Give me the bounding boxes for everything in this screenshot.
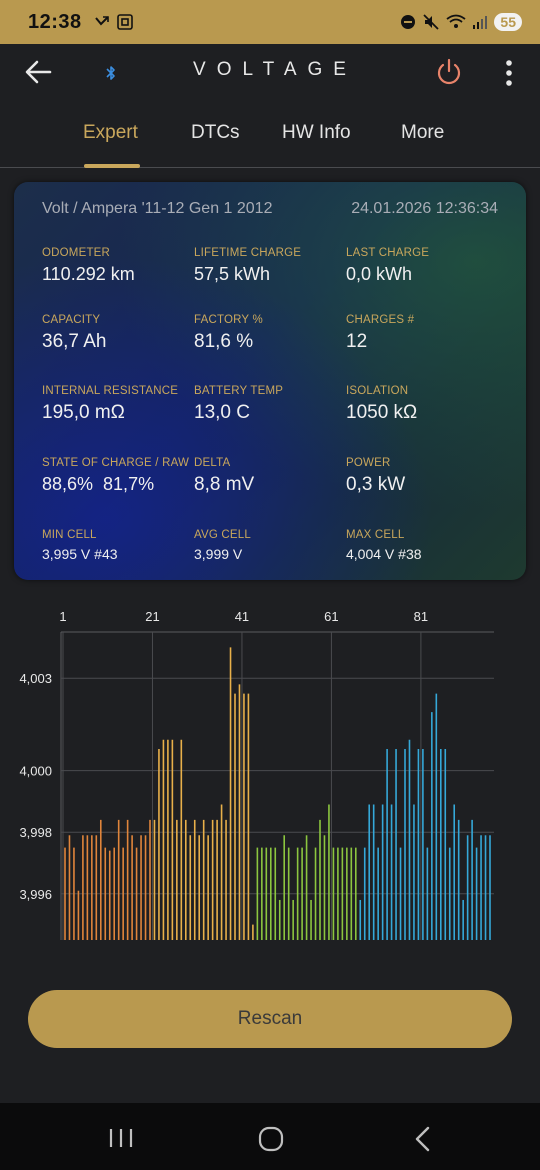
metric-state-of-charge: STATE OF CHARGE / RAW 88,6% 81,7% (42, 457, 192, 495)
tab-active-indicator (84, 164, 140, 168)
back-arrow-icon[interactable] (22, 56, 54, 88)
metric-power: POWER 0,3 kW (346, 457, 496, 496)
battery-info-card: Volt / Ampera '11-12 Gen 1 2012 24.01.20… (14, 182, 526, 580)
status-bar: 12:38 55 (0, 0, 540, 44)
mute-icon (423, 14, 440, 30)
cell-voltage-chart: 4,003 4,000 3,998 3,996 1 21 41 61 81 (19, 609, 494, 940)
metric-value: 3,999 V (194, 546, 243, 562)
metric-factory-percent: FACTORY % 81,6 % (194, 314, 344, 353)
scan-timestamp: 24.01.2026 12:36:34 (351, 200, 498, 217)
x-tick-label: 21 (145, 609, 159, 624)
metric-label: DELTA (194, 457, 231, 469)
metric-label: CHARGES # (346, 314, 415, 326)
metric-internal-resistance: INTERNAL RESISTANCE 195,0 mΩ (42, 385, 192, 424)
battery-badge: 55 (494, 13, 522, 31)
metric-min-cell: MIN CELL 3,995 V #43 (42, 529, 192, 562)
metric-label: STATE OF CHARGE / RAW (42, 457, 190, 469)
metric-label: INTERNAL RESISTANCE (42, 385, 179, 397)
metric-delta: DELTA 8,8 mV (194, 457, 344, 496)
tab-bar: Expert DTCs HW Info More (0, 110, 540, 168)
app-bar: VOLTAGE (0, 44, 540, 100)
y-tick-label: 3,998 (19, 825, 52, 840)
dnd-icon (401, 15, 416, 29)
x-tick-label: 1 (59, 609, 66, 624)
tab-dtcs[interactable]: DTCs (191, 122, 240, 143)
screenshot-icon (116, 14, 133, 30)
metric-isolation: ISOLATION 1050 kΩ (346, 385, 496, 424)
y-tick-label: 3,996 (19, 887, 52, 902)
tab-expert[interactable]: Expert (83, 122, 138, 143)
metric-last-charge: LAST CHARGE 0,0 kWh (346, 247, 496, 285)
overflow-menu-icon[interactable] (500, 58, 518, 88)
metric-value: 195,0 mΩ (42, 402, 125, 423)
back-icon[interactable] (412, 1126, 434, 1152)
x-tick-label: 81 (414, 609, 428, 624)
recents-icon[interactable] (108, 1127, 134, 1149)
metric-value: 0,3 kW (346, 474, 406, 495)
metric-value: 12 (346, 331, 368, 352)
metric-label: CAPACITY (42, 314, 101, 326)
metric-label: MAX CELL (346, 529, 405, 541)
metric-value: 88,6% 81,7% (42, 474, 155, 494)
bluetooth-icon (106, 66, 115, 80)
vehicle-model: Volt / Ampera '11-12 Gen 1 2012 (42, 200, 273, 217)
metric-value: 4,004 V #38 (346, 546, 422, 562)
app-title: VOLTAGE (193, 59, 357, 80)
metric-label: POWER (346, 457, 391, 469)
system-nav-bar (0, 1103, 540, 1170)
metric-charges-count: CHARGES # 12 (346, 314, 496, 353)
metric-value: 110.292 km (42, 264, 135, 284)
home-icon[interactable] (258, 1126, 284, 1152)
tab-hw-info[interactable]: HW Info (282, 122, 351, 143)
metric-value: 0,0 kWh (346, 264, 413, 284)
metric-lifetime-charge: LIFETIME CHARGE 57,5 kWh (194, 247, 344, 285)
y-tick-label: 4,000 (19, 764, 52, 779)
metric-label: BATTERY TEMP (194, 385, 284, 397)
y-tick-label: 4,003 (19, 671, 52, 686)
status-right-icons: 55 (400, 13, 522, 31)
metric-value: 3,995 V #43 (42, 546, 118, 562)
metric-max-cell: MAX CELL 4,004 V #38 (346, 529, 496, 562)
x-tick-label: 41 (235, 609, 249, 624)
metric-avg-cell: AVG CELL 3,999 V (194, 529, 344, 562)
status-left-icons (94, 13, 134, 31)
metric-value: 57,5 kWh (194, 264, 271, 284)
tab-more[interactable]: More (401, 122, 445, 143)
missed-call-icon (94, 16, 109, 26)
metric-value: 81,6 % (194, 331, 254, 352)
metric-value: 1050 kΩ (346, 402, 418, 423)
x-tick-label: 61 (324, 609, 338, 624)
metric-odometer: ODOMETER 110.292 km (42, 247, 192, 285)
metric-capacity: CAPACITY 36,7 Ah (42, 314, 192, 353)
metric-label: AVG CELL (194, 529, 251, 541)
metric-value: 8,8 mV (194, 474, 255, 495)
metric-label: FACTORY % (194, 314, 263, 326)
metric-value: 36,7 Ah (42, 331, 107, 352)
metric-value: 13,0 C (194, 402, 250, 423)
metric-label: MIN CELL (42, 529, 97, 541)
wifi-icon (446, 14, 466, 28)
metric-label: ISOLATION (346, 385, 409, 397)
metric-label: ODOMETER (42, 247, 111, 259)
signal-icon (473, 16, 488, 29)
power-icon[interactable] (434, 57, 464, 87)
metric-battery-temp: BATTERY TEMP 13,0 C (194, 385, 344, 424)
status-time: 12:38 (28, 10, 82, 33)
rescan-button[interactable]: Rescan (28, 990, 512, 1048)
metric-label: LAST CHARGE (346, 247, 430, 259)
metric-label: LIFETIME CHARGE (194, 247, 302, 259)
